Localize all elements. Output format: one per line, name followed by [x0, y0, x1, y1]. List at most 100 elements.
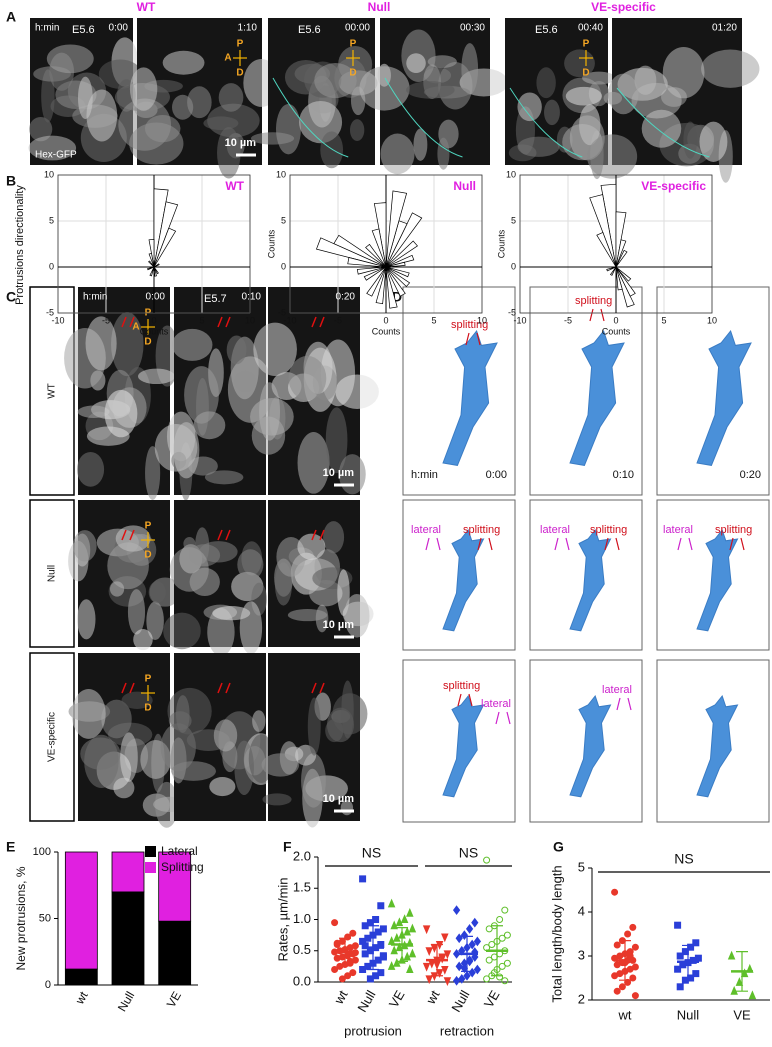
- cell-blob: [111, 312, 144, 377]
- annotation: lateral: [481, 698, 511, 710]
- y-axis-label: Rates, µm/min: [275, 877, 290, 961]
- group-title: VE-specific: [591, 0, 656, 14]
- cell-blob: [71, 689, 106, 739]
- data-point: [406, 907, 414, 917]
- data-point: [498, 934, 506, 942]
- data-point: [331, 919, 339, 927]
- bar-segment: [111, 891, 145, 986]
- cell-blob: [253, 322, 297, 376]
- annotation: lateral: [663, 524, 693, 536]
- x-tick-label: -5: [102, 315, 110, 325]
- data-point: [735, 977, 744, 986]
- chart-title: WT: [225, 179, 244, 193]
- time: 00:40: [578, 23, 603, 34]
- row-label-box: [29, 286, 75, 496]
- time: 0:00: [486, 469, 507, 481]
- cell-blob: [173, 422, 200, 479]
- data-point: [387, 898, 396, 908]
- cell-blob: [683, 121, 698, 159]
- rose-wedge: [596, 231, 617, 268]
- time: 0:00: [109, 23, 129, 34]
- data-point: [390, 945, 398, 955]
- data-point: [611, 972, 619, 980]
- orientation-label: D: [144, 703, 151, 714]
- boundary-line: [384, 77, 463, 158]
- rose-wedge: [147, 266, 155, 271]
- y-tick-label: 1.0: [293, 911, 311, 926]
- data-point: [631, 992, 639, 1000]
- cell-blob: [162, 50, 205, 75]
- orientation-label: P: [237, 39, 244, 50]
- y-tick-label: 0.0: [293, 973, 311, 988]
- arrow: [121, 316, 135, 328]
- data-point: [483, 856, 491, 864]
- arrow: [217, 682, 231, 694]
- x-tick-label: 5: [661, 315, 666, 325]
- chart-title: VE-specific: [641, 179, 706, 193]
- rose-wedge: [153, 263, 160, 268]
- rose-wedge: [606, 266, 617, 272]
- cell-blob: [213, 719, 238, 752]
- arrow: [495, 711, 511, 725]
- data-point: [629, 923, 637, 931]
- y-tick-label: 10: [506, 169, 516, 179]
- time: 01:20: [712, 23, 737, 34]
- y-tick-label: -5: [278, 307, 286, 317]
- cell-blob: [133, 629, 153, 651]
- data-point: [748, 990, 757, 1000]
- data-point: [395, 917, 404, 927]
- data-point: [613, 941, 621, 949]
- data-point: [403, 951, 411, 961]
- cell-blob: [163, 612, 201, 650]
- cell-blob: [344, 594, 370, 638]
- error-bar: [461, 935, 473, 972]
- x-tick-label: 0: [151, 315, 156, 325]
- data-point: [452, 975, 461, 986]
- data-point: [618, 983, 626, 991]
- rose-wedge: [385, 266, 398, 309]
- data-point: [333, 954, 341, 962]
- cell-blob: [77, 599, 96, 640]
- legend-label: Lateral: [161, 844, 198, 858]
- data-point: [338, 975, 346, 983]
- rose-wedge: [365, 243, 387, 268]
- cell-shape: [569, 694, 612, 798]
- panel-letter: D: [392, 289, 402, 305]
- y-tick-label: 5: [281, 215, 286, 225]
- x-tick-label: 10: [477, 315, 487, 325]
- x-tick-label: -10: [51, 315, 64, 325]
- boundary-line: [272, 77, 349, 158]
- y-tick-label: 0: [281, 261, 286, 271]
- time-unit: h:min: [83, 292, 107, 303]
- cell-blob: [406, 53, 426, 73]
- arrow: [589, 308, 605, 322]
- cell-blob: [101, 699, 132, 739]
- rose-wedge: [385, 240, 418, 268]
- arrow: [311, 529, 325, 541]
- y-tick-label: 2.0: [293, 848, 311, 863]
- cell-blob: [167, 687, 212, 735]
- scale-label: 10 µm: [323, 619, 355, 631]
- y-tick-label: 0: [45, 979, 51, 991]
- data-point: [349, 969, 357, 977]
- annotation: lateral: [411, 524, 441, 536]
- y-tick-label: 5: [511, 215, 516, 225]
- data-point: [403, 926, 411, 936]
- time-unit: h:min: [411, 469, 438, 481]
- data-point: [674, 921, 682, 929]
- data-point: [483, 975, 491, 983]
- cell-blob: [314, 63, 357, 99]
- data-point: [730, 985, 738, 995]
- data-point: [692, 970, 700, 978]
- orientation-label: D: [144, 550, 151, 561]
- bar-segment: [64, 851, 98, 970]
- cell-shape: [442, 694, 485, 798]
- cell-blob: [335, 374, 379, 409]
- time: 0:20: [336, 292, 356, 303]
- orientation-label: D: [144, 337, 151, 348]
- cell-blob: [699, 121, 728, 162]
- cell-blob: [517, 92, 542, 122]
- y-tick-label: -5: [46, 307, 54, 317]
- cell-blob: [183, 537, 196, 551]
- rose-wedge: [371, 228, 387, 268]
